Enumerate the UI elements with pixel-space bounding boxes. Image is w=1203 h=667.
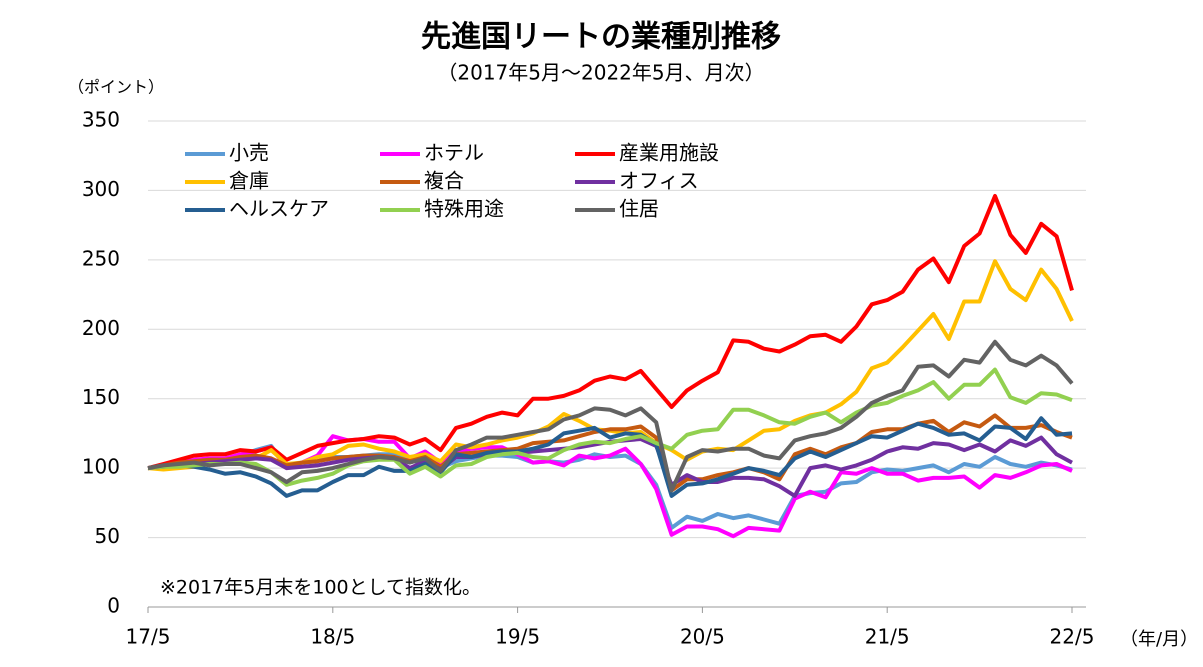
x-tick-label: 19/5 <box>495 625 540 649</box>
chart-subtitle: （2017年5月～2022年5月、月次） <box>437 61 764 85</box>
legend-label: 特殊用途 <box>424 197 504 221</box>
y-tick-label: 100 <box>82 455 120 479</box>
x-tick-label: 21/5 <box>865 625 910 649</box>
legend-label: 複合 <box>424 169 464 193</box>
x-axis-label: （年/月） <box>1120 629 1198 650</box>
y-tick-label: 50 <box>95 524 120 548</box>
chart-title: 先進国リートの業種別推移 <box>421 20 781 55</box>
series-line <box>147 339 1074 493</box>
legend-label: ヘルスケア <box>229 197 329 221</box>
legend-label: 産業用施設 <box>619 141 719 165</box>
legend-label: 小売 <box>229 141 269 165</box>
x-tick-label: 22/5 <box>1050 625 1095 649</box>
series-line <box>147 367 1073 487</box>
y-tick-label: 350 <box>82 108 120 132</box>
legend-label: ホテル <box>424 141 484 165</box>
y-tick-label: 0 <box>107 594 120 618</box>
annotation: ※2017年5月末を100として指数化。 <box>160 577 481 599</box>
y-tick-label: 150 <box>82 385 120 409</box>
y-axis-label: （ポイント） <box>68 78 164 97</box>
series-line <box>147 416 1073 498</box>
series-line <box>147 194 1074 471</box>
y-tick-label: 250 <box>82 246 120 270</box>
x-tick-label: 17/5 <box>126 625 171 649</box>
y-tick-label: 300 <box>82 177 120 201</box>
legend-label: オフィス <box>619 169 699 193</box>
legend-label: 倉庫 <box>229 169 269 193</box>
x-tick-label: 20/5 <box>680 625 725 649</box>
legend-label: 住居 <box>619 197 659 221</box>
x-tick-label: 18/5 <box>310 625 355 649</box>
y-tick-label: 200 <box>82 316 120 340</box>
